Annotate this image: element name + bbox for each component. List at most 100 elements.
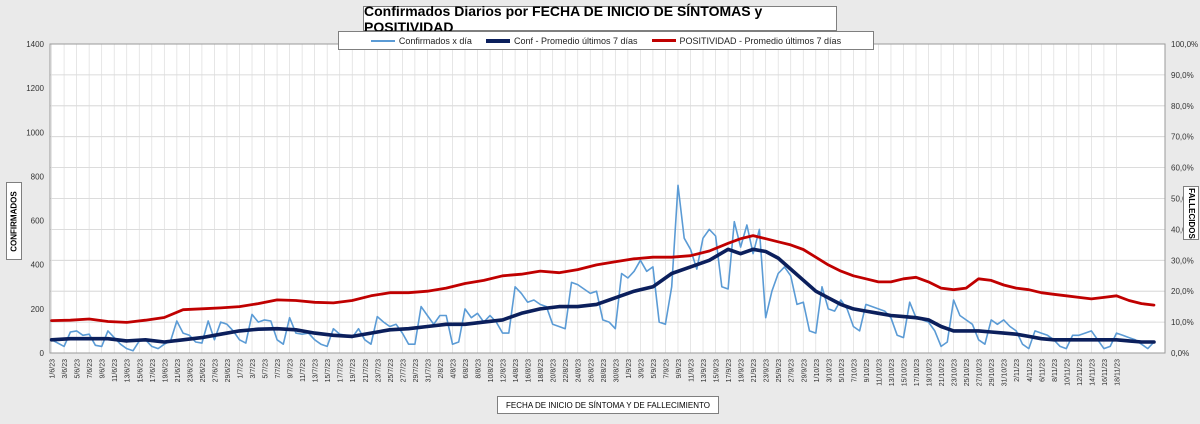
legend: Confirmados x día Conf - Promedio último… [338,31,874,50]
x-tick-label: 16/11/23 [1102,359,1109,386]
x-tick-label: 15/7/23 [325,359,332,382]
x-tick-label: 11/9/23 [688,359,695,382]
x-tick-label: 6/8/23 [463,359,470,379]
x-tick-label: 23/10/23 [952,359,959,386]
x-tick-label: 19/6/23 [162,359,169,382]
x-tick-label: 9/7/23 [288,359,295,379]
y-axis-right-title-box: FALLECIDOS [1183,186,1199,240]
y-right-tick-label: 30,0% [1171,256,1194,265]
x-tick-label: 2/8/23 [438,359,445,379]
y-right-tick-label: 0,0% [1171,349,1189,358]
y-right-tick-label: 70,0% [1171,133,1194,142]
x-tick-label: 25/9/23 [776,359,783,382]
x-tick-label: 15/9/23 [714,359,721,382]
x-tick-label: 5/6/23 [75,359,82,379]
x-tick-label: 31/7/23 [425,359,432,382]
y-left-tick-label: 600 [31,217,45,226]
x-tick-label: 10/11/23 [1064,359,1071,386]
x-tick-label: 29/6/23 [225,359,232,382]
x-tick-label: 7/10/23 [851,359,858,382]
x-tick-label: 31/10/23 [1002,359,1009,386]
y-right-tick-label: 60,0% [1171,164,1194,173]
series-line-positivity [50,234,1156,324]
x-tick-label: 17/7/23 [338,359,345,382]
x-tick-label: 21/6/23 [175,359,182,382]
x-tick-label: 21/7/23 [363,359,370,382]
x-tick-label: 27/9/23 [789,359,796,382]
legend-label-daily: Confirmados x día [398,35,472,46]
x-tick-label: 16/8/23 [526,359,533,382]
legend-item: POSITIVIDAD - Promedio últimos 7 días [651,36,841,46]
y-axis-right-title: FALLECIDOS [1186,187,1196,239]
x-tick-label: 27/6/23 [212,359,219,382]
x-tick-label: 27/10/23 [977,359,984,386]
x-tick-label: 13/7/23 [313,359,320,382]
x-tick-label: 17/6/23 [150,359,157,382]
x-tick-label: 25/6/23 [200,359,207,382]
y-right-tick-label: 90,0% [1171,71,1194,80]
x-tick-label: 19/10/23 [927,359,934,386]
x-tick-label: 3/6/23 [62,359,69,379]
y-axis-left-title-box: CONFIRMADOS [6,182,22,260]
x-tick-label: 10/8/23 [488,359,495,382]
x-tick-label: 6/11/23 [1039,359,1046,382]
x-tick-label: 19/7/23 [350,359,357,382]
x-tick-label: 15/10/23 [901,359,908,386]
x-tick-label: 11/10/23 [876,359,883,386]
x-tick-label: 17/10/23 [914,359,921,386]
x-tick-label: 5/10/23 [839,359,846,382]
x-tick-label: 29/10/23 [989,359,996,386]
x-tick-label: 5/7/23 [263,359,270,379]
legend-swatch-daily [370,39,395,42]
legend-swatch-positivity [651,39,676,42]
x-tick-label: 23/6/23 [187,359,194,382]
y-left-tick-label: 200 [31,305,45,314]
x-tick-label: 3/10/23 [826,359,833,382]
x-tick-label: 2/11/23 [1014,359,1021,382]
x-tick-label: 8/11/23 [1052,359,1059,382]
x-tick-label: 24/8/23 [576,359,583,382]
x-tick-label: 21/10/23 [939,359,946,386]
x-tick-label: 11/6/23 [112,359,119,382]
x-tick-label: 28/8/23 [601,359,608,382]
x-tick-label: 12/8/23 [501,359,508,382]
x-tick-label: 27/7/23 [400,359,407,382]
series-line-avg [49,247,1156,344]
y-left-tick-label: 1400 [26,40,44,49]
y-left-tick-label: 1200 [26,84,44,93]
x-tick-label: 18/8/23 [538,359,545,382]
y-left-tick-label: 800 [31,172,45,181]
x-tick-label: 22/8/23 [563,359,570,382]
x-tick-label: 7/7/23 [275,359,282,379]
x-tick-label: 14/11/23 [1089,359,1096,386]
x-tick-label: 13/10/23 [889,359,896,386]
x-tick-label: 21/9/23 [751,359,758,382]
x-tick-label: 1/7/23 [237,359,244,379]
x-tick-label: 5/9/23 [651,359,658,379]
y-right-tick-label: 20,0% [1171,287,1194,296]
x-tick-label: 12/11/23 [1077,359,1084,386]
y-right-tick-label: 40,0% [1171,225,1194,234]
y-left-tick-label: 400 [31,261,45,270]
x-tick-label: 7/6/23 [87,359,94,379]
x-tick-label: 17/9/23 [726,359,733,382]
y-axis-left-title: CONFIRMADOS [9,190,19,252]
x-tick-label: 11/7/23 [300,359,307,382]
x-tick-label: 3/9/23 [638,359,645,379]
x-tick-label: 23/7/23 [375,359,382,382]
axes: 0 200 400 600 800 1000 1200 1400 0,0% 10,0% 20,0% 3… [26,40,1198,386]
x-tick-label: 1/9/23 [626,359,633,379]
x-tick-label: 25/10/23 [964,359,971,386]
x-tick-label: 13/6/23 [125,359,132,382]
series-line-daily [50,184,1155,352]
y-left-tick-label: 0 [40,349,45,358]
x-tick-label: 30/8/23 [613,359,620,382]
x-tick-label: 29/7/23 [413,359,420,382]
x-tick-label: 14/8/23 [513,359,520,382]
legend-label-avg: Conf - Promedio últimos 7 días [513,35,638,46]
x-tick-label: 15/6/23 [137,359,144,382]
x-tick-label: 3/7/23 [250,359,257,379]
x-axis-title: FECHA DE INICIO DE SÍNTOMA Y DE FALLECIM… [497,396,719,414]
chart-title: Confirmados Diarios por FECHA DE INICIO … [363,3,837,35]
